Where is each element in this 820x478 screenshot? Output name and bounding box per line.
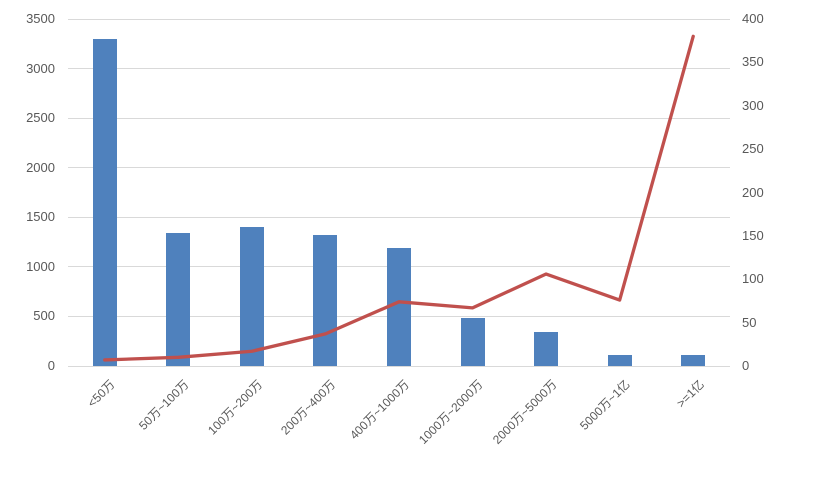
gridline <box>68 167 730 169</box>
gridline <box>68 18 730 20</box>
gridline <box>68 117 730 119</box>
right-axis-tick-label: 350 <box>742 54 764 70</box>
right-axis-tick-label: 150 <box>742 227 764 243</box>
plot-area <box>68 18 730 367</box>
left-axis-tick-label: 0 <box>47 358 55 373</box>
x-axis-category-label: 200万~400万 <box>278 377 339 438</box>
left-axis-tick-label: 2500 <box>26 110 55 126</box>
right-axis-tick-label: 300 <box>742 97 764 113</box>
left-axis-tick-label: 500 <box>33 308 55 324</box>
x-axis-category-label: 2000万~5000万 <box>489 377 560 447</box>
bar-0 <box>92 38 117 366</box>
right-axis-tick-label: 0 <box>742 358 750 373</box>
gridline <box>68 365 730 367</box>
bar-1 <box>166 233 191 366</box>
line-series <box>103 34 695 362</box>
left-axis-tick-label: 3000 <box>26 60 55 76</box>
bar-3 <box>313 235 338 366</box>
right-axis-tick-label: 200 <box>742 184 764 200</box>
left-axis-tick-label: 1500 <box>26 209 55 225</box>
left-axis-tick-label: 3500 <box>26 11 55 26</box>
bar-8 <box>681 355 706 366</box>
bar-5 <box>460 318 485 366</box>
x-axis-category-label: 400万~1000万 <box>347 377 413 443</box>
x-axis-category-label: 100万~200万 <box>204 377 266 438</box>
bar-7 <box>607 355 632 366</box>
x-axis-category-label: 50万~100万 <box>136 377 192 433</box>
x-axis-category-label: <50万 <box>85 377 118 411</box>
right-axis-tick-label: 400 <box>742 11 764 26</box>
x-axis-category-label: >=1亿 <box>673 377 707 411</box>
bar-6 <box>534 332 559 366</box>
x-axis-category-label: 5000万~1亿 <box>577 377 633 433</box>
x-axis-category-label: 1000万~2000万 <box>416 377 486 447</box>
right-axis-tick-label: 100 <box>742 271 764 287</box>
left-axis-tick-label: 1000 <box>26 258 55 274</box>
left-axis-tick-label: 2000 <box>26 159 55 175</box>
right-axis-tick-label: 50 <box>742 314 757 330</box>
gridline <box>68 216 730 218</box>
line-series-path <box>103 34 695 362</box>
bar-2 <box>239 227 264 366</box>
right-axis-tick-label: 250 <box>742 141 764 157</box>
gridline <box>68 68 730 70</box>
